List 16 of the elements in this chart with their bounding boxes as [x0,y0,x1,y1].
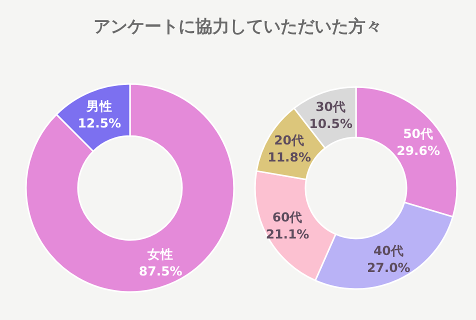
slice-label: 30代 [316,98,346,114]
slice-label: 50代 [403,126,434,142]
data-label: 12.5% [78,116,122,131]
slice-label: 60代 [272,209,303,224]
data-label: 27.0% [366,260,411,276]
donut-slice [25,83,235,293]
slice-label: 20代 [274,132,305,148]
slice-label: 男性 [85,98,112,114]
data-label: 11.8% [268,150,312,164]
data-label: 10.5% [309,116,353,131]
data-label: 21.1% [266,226,310,242]
data-label: 29.6% [396,143,440,158]
slice-label: 女性 [146,246,174,262]
chart-title: アンケートに協力していただいた方々 [94,17,382,37]
data-label: 87.5% [138,263,183,278]
slice-label: 40代 [373,243,404,258]
